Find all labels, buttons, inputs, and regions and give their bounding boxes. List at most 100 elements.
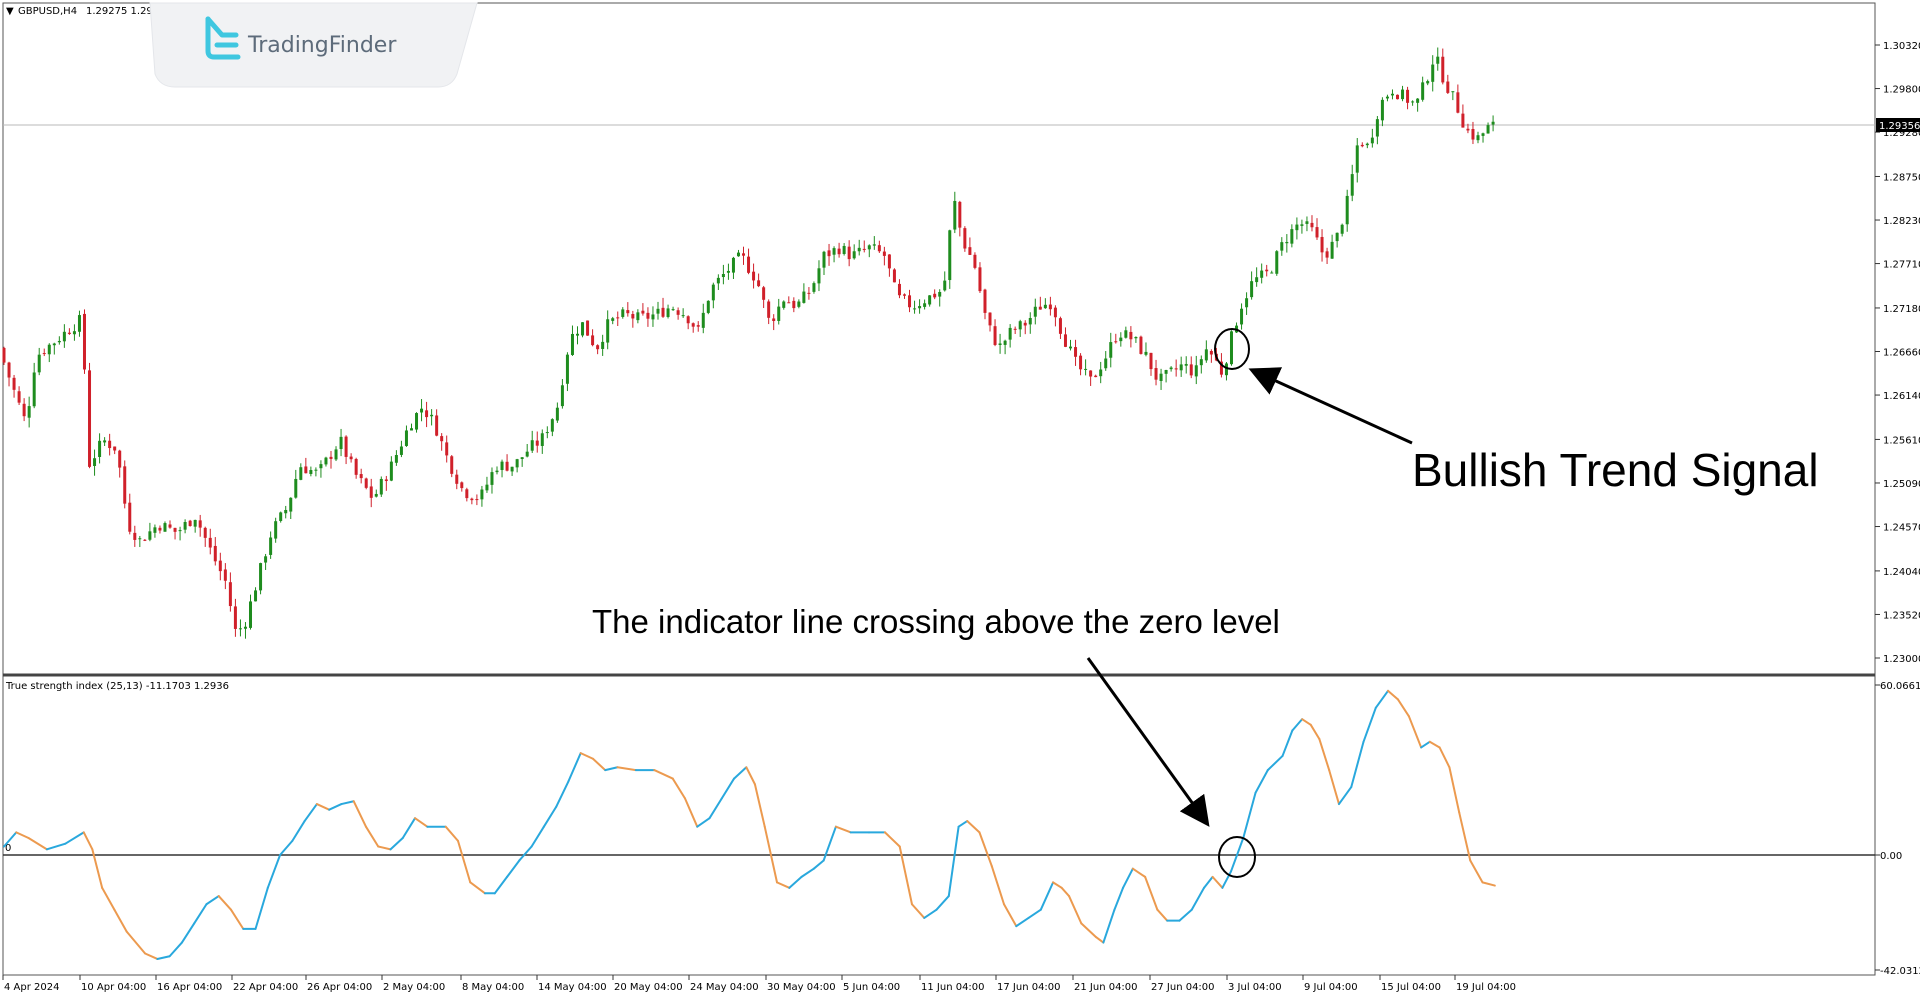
candle-body <box>565 354 569 384</box>
candle-body <box>762 287 766 300</box>
candle-body <box>943 280 947 291</box>
candle-body <box>1074 347 1078 357</box>
candle-body <box>309 470 313 474</box>
tsi-segment <box>303 803 318 823</box>
candle-body <box>1069 346 1073 349</box>
candle-body <box>62 331 66 342</box>
annotation-crossing: The indicator line crossing above the ze… <box>592 603 1280 640</box>
candle-body <box>153 527 157 533</box>
candle-body <box>963 228 967 249</box>
price-tick-label: 1.24570 <box>1883 523 1920 534</box>
candle-body <box>1053 307 1057 318</box>
tsi-segment <box>1266 754 1284 772</box>
candle-body <box>118 450 122 468</box>
candle-body <box>264 556 268 563</box>
candle-body <box>1179 364 1183 371</box>
candle-body <box>877 245 881 252</box>
tsi-segment <box>3 831 18 848</box>
tsi-segment <box>1211 875 1224 889</box>
candle-body <box>908 295 912 308</box>
candle-body <box>1250 281 1254 298</box>
candle-body <box>1003 340 1007 345</box>
candle-body <box>1204 349 1208 361</box>
candle-body <box>721 274 725 278</box>
candle-body <box>807 292 811 294</box>
candle-body <box>1270 272 1274 274</box>
x-tick-label: 19 Jul 04:00 <box>1456 982 1516 993</box>
candle-body <box>98 440 102 458</box>
tsi-segment <box>1291 718 1304 732</box>
candle-body <box>148 531 152 540</box>
candle-body <box>606 319 610 343</box>
candle-body <box>646 312 650 319</box>
candle-body <box>1174 368 1178 370</box>
candle-body <box>1345 195 1349 225</box>
tsi-segment <box>1362 706 1377 743</box>
tsi-segment <box>352 800 367 828</box>
candle-body <box>701 312 705 328</box>
x-tick-label: 11 Jun 04:00 <box>921 982 985 993</box>
tsi-segment <box>254 886 269 930</box>
candle-body <box>747 256 751 273</box>
price-tick-label: 1.30320 <box>1883 41 1920 52</box>
candle-body <box>430 414 434 417</box>
x-tick-label: 16 Apr 04:00 <box>157 982 222 993</box>
candle-body <box>420 408 424 413</box>
candle-body <box>1431 64 1435 82</box>
candle-body <box>2 347 6 363</box>
candle-body <box>329 456 333 459</box>
candle-body <box>897 283 901 296</box>
candle-body <box>1149 352 1153 370</box>
candle-body <box>1094 375 1098 378</box>
tsi-segment <box>1060 886 1071 898</box>
tsi-segment <box>125 930 147 955</box>
candle-body <box>17 391 21 403</box>
tsi-segment <box>776 881 791 889</box>
x-tick-label: 2 May 04:00 <box>383 982 445 993</box>
price-tick-label: 1.24040 <box>1883 567 1920 578</box>
candle-body <box>953 200 957 230</box>
candle-body <box>827 250 831 257</box>
candle-body <box>1144 351 1148 355</box>
tsi-segment <box>1420 740 1431 749</box>
candle-body <box>676 310 680 315</box>
candle-body <box>998 343 1002 345</box>
candle-body <box>339 436 343 450</box>
candle-body <box>7 362 11 378</box>
candle-body <box>1335 232 1339 242</box>
candle-body <box>978 267 982 292</box>
candle-body <box>369 486 373 498</box>
tsi-segment <box>64 831 85 845</box>
header-arrow-icon[interactable]: ▼ <box>6 6 14 17</box>
candle-body <box>1013 328 1017 330</box>
candle-body <box>1023 322 1027 326</box>
tsi-segment <box>1052 881 1063 889</box>
candle-body <box>93 458 97 466</box>
candle-body <box>359 474 363 479</box>
candle-body <box>289 497 293 512</box>
candle-body <box>1421 82 1425 100</box>
tsi-segment <box>205 895 220 906</box>
candle-body <box>1380 99 1384 121</box>
candle-body <box>540 433 544 446</box>
tsi-segment <box>279 839 294 856</box>
candle-body <box>324 457 328 465</box>
candle-body <box>1476 135 1480 141</box>
candle-body <box>133 532 137 540</box>
candle-body <box>208 537 212 548</box>
candle-body <box>465 489 469 499</box>
candle-body <box>183 521 187 530</box>
candle-body <box>1139 336 1143 354</box>
tsi-segment <box>291 820 306 842</box>
candle-body <box>128 502 132 532</box>
tsi-segment <box>696 817 711 828</box>
candle-body <box>27 406 31 418</box>
tsi-segment <box>683 797 699 828</box>
current-price-marker <box>1876 118 1920 132</box>
tsi-segment <box>653 769 674 780</box>
candle-body <box>586 320 590 336</box>
candle-body <box>143 539 147 541</box>
tsi-segment <box>910 903 926 919</box>
tsi-segment <box>966 820 981 834</box>
signal-circle-price <box>1214 328 1250 370</box>
